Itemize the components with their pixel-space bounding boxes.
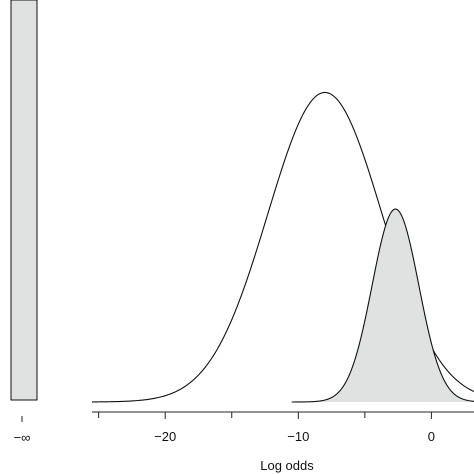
point-mass-bar (10, 0, 38, 401)
point-mass-panel: −∞ (10, 0, 38, 445)
density-area-2 (291, 209, 474, 402)
density-curves (91, 91, 474, 403)
x-axis: −20 −10 0 (92, 411, 474, 444)
density-curve-2 (291, 208, 474, 403)
x-tick-label: 0 (428, 429, 435, 444)
x-tick-label: −20 (154, 429, 176, 444)
neg-inf-tick-label: −∞ (14, 430, 31, 445)
x-axis-title: Log odds (260, 458, 314, 473)
x-tick-label: −10 (287, 429, 309, 444)
